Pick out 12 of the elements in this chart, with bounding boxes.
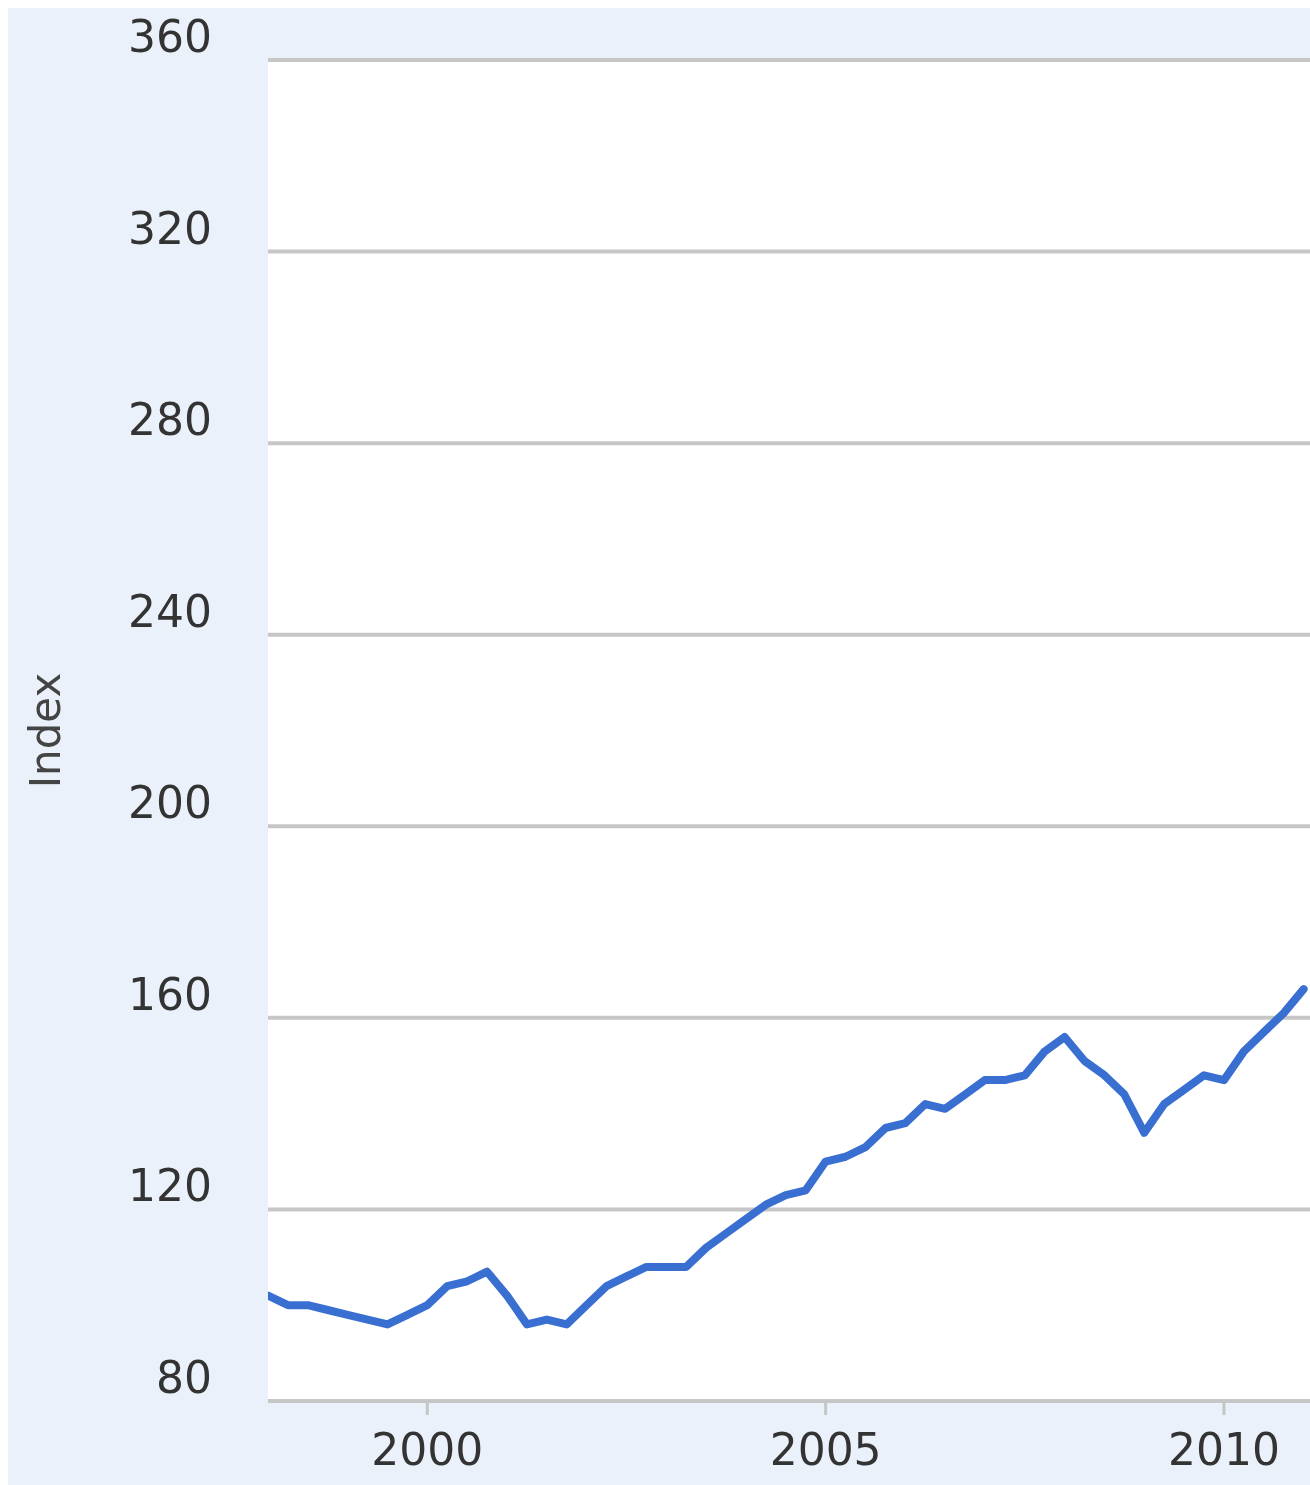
y-tick-label: 200	[128, 777, 212, 829]
y-tick-label: 240	[128, 585, 212, 637]
y-tick-label: 320	[128, 202, 212, 254]
y-tick-label: 80	[156, 1352, 212, 1403]
y-tick-label: 160	[128, 968, 212, 1020]
x-tick-label: 2005	[769, 1424, 882, 1475]
y-tick-label: 280	[128, 394, 212, 446]
y-axis-title: Index	[21, 672, 70, 789]
x-tick-label: 2000	[371, 1424, 484, 1475]
x-tick-label: 2010	[1167, 1424, 1280, 1475]
y-tick-label: 120	[128, 1160, 212, 1212]
y-tick-label: 360	[128, 11, 212, 62]
